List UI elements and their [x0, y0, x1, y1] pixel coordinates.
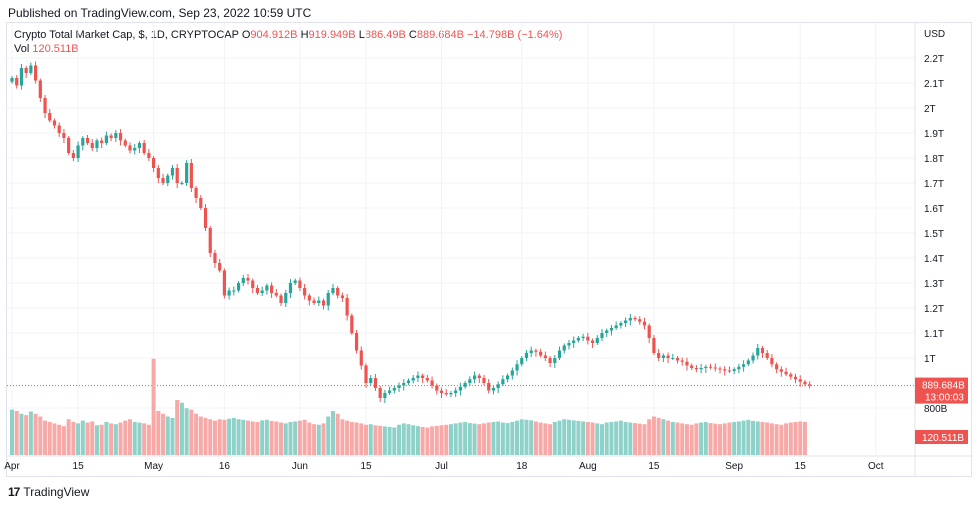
high-label: H	[300, 29, 309, 41]
open-value: 904.912B	[250, 29, 298, 41]
volume-label: Vol	[14, 43, 30, 55]
low-label: L	[358, 29, 365, 41]
ohlc-legend: Crypto Total Market Cap, $, 1D, CRYPTOCA…	[14, 29, 562, 41]
volume-legend: Vol 120.511B	[14, 43, 79, 55]
open-label: O	[241, 29, 251, 41]
high-value: 919.949B	[308, 29, 356, 41]
published-note: Published on TradingView.com, Sep 23, 20…	[8, 6, 312, 20]
close-label: C	[408, 29, 417, 41]
brand-name: TradingView	[23, 485, 90, 499]
low-value: 886.49B	[364, 29, 406, 41]
volume-value: 120.511B	[32, 43, 79, 55]
tradingview-logo-icon: 17	[8, 485, 20, 499]
chart-frame	[6, 22, 972, 477]
symbol-title[interactable]: Crypto Total Market Cap, $, 1D, CRYPTOCA…	[14, 29, 239, 41]
close-value: 889.684B	[416, 29, 464, 41]
footer-brand[interactable]: 17 TradingView	[8, 485, 89, 499]
change-value: −14.798B (−1.64%)	[467, 29, 563, 41]
